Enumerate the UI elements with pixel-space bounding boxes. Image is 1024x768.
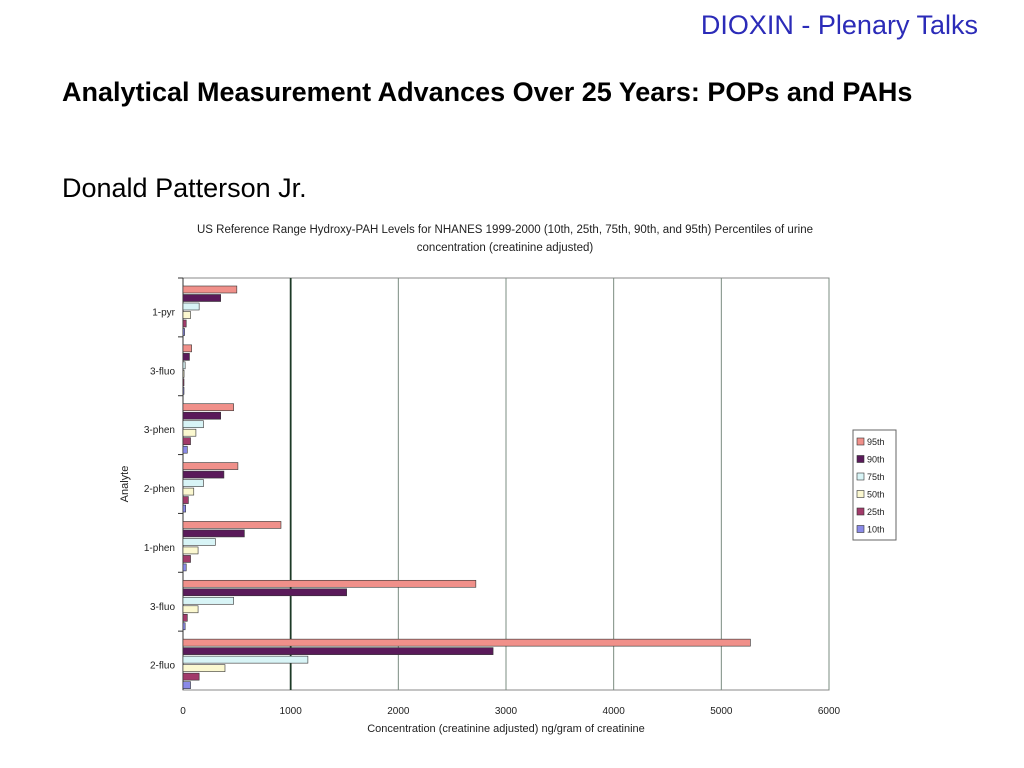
bar [182,328,185,336]
bar [182,538,216,546]
bar [182,588,347,597]
bar [182,353,190,361]
bar [182,622,186,631]
header-tag: DIOXIN - Plenary Talks [700,10,978,40]
bar [182,411,221,420]
bar [182,579,477,588]
bar [182,302,200,311]
legend-swatch [856,525,865,533]
x-tick-label: 4000 [603,706,626,717]
y-tick-label: 1-phen [144,543,175,554]
bar [182,681,191,689]
legend-swatch [856,490,865,498]
bar [182,647,494,655]
x-tick-label: 0 [180,706,186,717]
bar [182,664,226,672]
bar [182,370,185,378]
bar [182,496,189,504]
bar [182,672,200,681]
bar [182,504,186,513]
y-tick-label: 2-phen [144,484,175,495]
legend-label: 90th [867,455,885,465]
x-tick-label: 6000 [818,706,841,717]
legend-swatch [856,437,865,446]
legend-label: 75th [867,472,885,482]
x-tick-label: 2000 [387,706,410,717]
slide-author: Donald Patterson Jr. [62,173,307,203]
x-tick-label: 1000 [280,706,303,717]
bar [182,563,187,572]
bar [182,361,186,370]
bar [182,546,199,555]
legend-label: 25th [867,507,885,517]
bar [182,479,204,487]
bar [182,285,238,294]
y-tick-label: 2-fluo [150,661,175,672]
y-tick-label: 3-phen [144,425,175,436]
legend-box [852,429,897,541]
y-tick-label: 3-fluo [150,602,175,613]
bar [182,437,191,446]
bar [182,420,204,429]
y-axis-label: Analyte [119,466,131,503]
chart-title: US Reference Range Hydroxy-PAH Levels fo… [197,224,813,236]
legend-label: 95th [867,437,885,447]
bar [182,613,188,622]
bar [182,387,185,395]
bar [182,605,199,614]
y-tick-label: 1-pyr [152,308,175,319]
x-axis-label: Concentration (creatinine adjusted) ng/g… [367,723,645,735]
bar [182,487,195,496]
x-tick-label: 3000 [495,706,518,717]
bar [182,445,188,454]
bar [182,470,225,479]
legend-swatch [856,472,865,481]
bar [182,344,192,353]
bar [182,521,282,529]
bar [182,462,239,470]
bar [182,294,221,302]
bar [182,638,751,647]
bar [182,555,191,563]
legend-label: 50th [867,490,885,500]
bar [182,428,197,437]
y-tick-label: 3-fluo [150,366,175,377]
slide-title: Analytical Measurement Advances Over 25 … [62,77,913,107]
bar [182,311,191,319]
bar [182,319,187,328]
legend-swatch [856,455,865,463]
bar [182,655,309,664]
bar [182,596,234,605]
bar [182,529,245,538]
x-tick-label: 5000 [710,706,733,717]
chart-title-line-2: concentration (creatinine adjusted) [417,242,594,254]
bar [182,403,234,412]
legend-swatch [856,507,865,516]
legend-label: 10th [867,525,885,535]
bar [182,378,185,387]
